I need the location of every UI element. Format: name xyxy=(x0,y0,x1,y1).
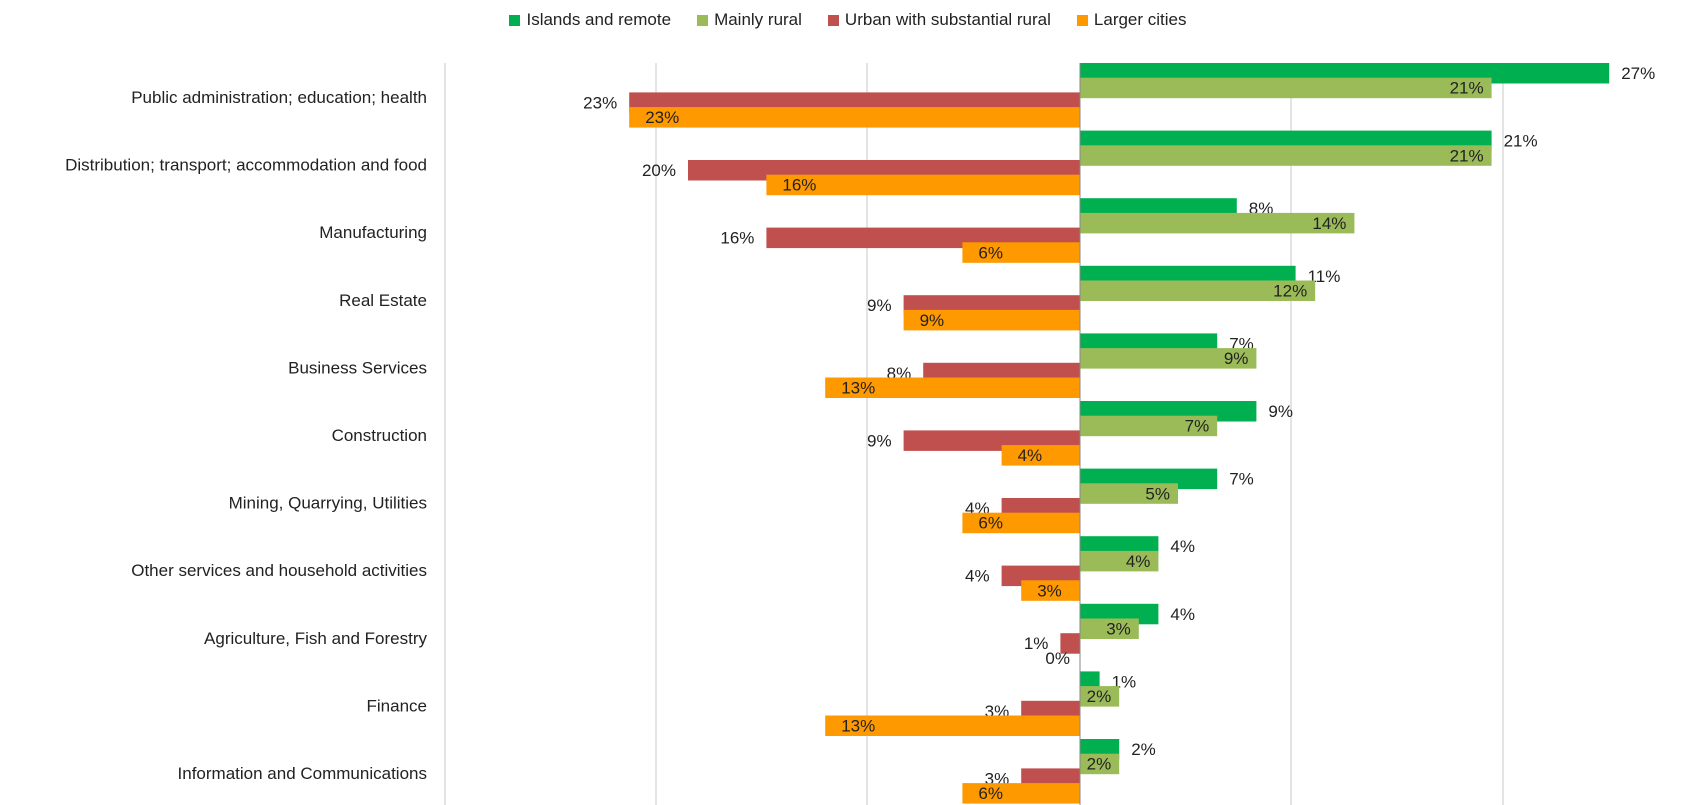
data-label-mainly-rural-3: 12% xyxy=(1273,282,1307,301)
bar-mainly-rural-8 xyxy=(1080,618,1139,639)
data-label-islands-and-remote-10: 2% xyxy=(1131,740,1156,759)
data-label-larger-cities-8: 0% xyxy=(1045,649,1070,668)
data-label-larger-cities-10: 6% xyxy=(978,784,1003,803)
category-label-construction: Construction xyxy=(332,426,427,445)
bar-urban-with-substantial-rural-8 xyxy=(1060,633,1080,654)
data-label-larger-cities-2: 6% xyxy=(978,243,1003,262)
data-label-larger-cities-7: 3% xyxy=(1037,581,1062,600)
category-label-real-estate: Real Estate xyxy=(339,291,427,310)
legend-label-rural: Mainly rural xyxy=(714,10,802,29)
data-label-larger-cities-0: 23% xyxy=(645,108,679,127)
data-label-urban-with-substantial-rural-8: 1% xyxy=(1024,634,1049,653)
bar-mainly-rural-9 xyxy=(1080,686,1120,707)
legend-label-urban-rural: Urban with substantial rural xyxy=(844,10,1051,29)
category-label-finance: Finance xyxy=(367,696,427,715)
data-label-urban-with-substantial-rural-7: 4% xyxy=(965,567,990,586)
category-label-information-and-communications: Information and Communications xyxy=(178,764,427,783)
legend-swatch-urban-rural xyxy=(827,14,839,26)
legend: Islands and remote Mainly rural Urban wi… xyxy=(0,10,1696,30)
bar-larger-cities-4 xyxy=(825,377,1080,398)
data-label-mainly-rural-9: 2% xyxy=(1087,687,1112,706)
bar-larger-cities-5 xyxy=(1001,445,1080,466)
data-label-mainly-rural-0: 21% xyxy=(1450,79,1484,98)
legend-item-islands: Islands and remote xyxy=(509,10,671,30)
bar-larger-cities-9 xyxy=(825,715,1080,736)
data-label-larger-cities-9: 13% xyxy=(841,717,875,736)
data-label-mainly-rural-5: 7% xyxy=(1185,417,1210,436)
bar-larger-cities-0 xyxy=(629,107,1080,128)
data-label-mainly-rural-6: 5% xyxy=(1145,484,1170,503)
data-label-urban-with-substantial-rural-1: 20% xyxy=(642,161,676,180)
legend-label-islands: Islands and remote xyxy=(526,10,672,29)
bar-mainly-rural-3 xyxy=(1080,280,1316,301)
data-label-mainly-rural-2: 14% xyxy=(1312,214,1346,233)
data-label-larger-cities-1: 16% xyxy=(782,176,816,195)
bar-mainly-rural-10 xyxy=(1080,753,1120,775)
bar-mainly-rural-2 xyxy=(1080,212,1355,234)
category-label-public-administration-education-health: Public administration; education; health xyxy=(131,88,427,107)
category-label-other-services-and-household-activities: Other services and household activities xyxy=(131,561,427,580)
data-label-islands-and-remote-3: 11% xyxy=(1308,267,1341,286)
data-label-larger-cities-3: 9% xyxy=(920,311,945,330)
data-label-urban-with-substantial-rural-3: 9% xyxy=(867,296,892,315)
category-label-manufacturing: Manufacturing xyxy=(319,223,427,242)
bar-larger-cities-6 xyxy=(962,512,1080,534)
bar-larger-cities-1 xyxy=(766,174,1080,196)
data-label-urban-with-substantial-rural-5: 9% xyxy=(867,431,892,450)
data-label-mainly-rural-4: 9% xyxy=(1224,349,1249,368)
category-label-distribution-transport-accommodation-and-food: Distribution; transport; accommodation a… xyxy=(65,156,427,175)
data-label-larger-cities-5: 4% xyxy=(1018,446,1043,465)
data-label-urban-with-substantial-rural-0: 23% xyxy=(583,93,617,112)
bar-mainly-rural-4 xyxy=(1080,348,1257,369)
data-label-mainly-rural-7: 4% xyxy=(1126,552,1151,571)
data-label-larger-cities-6: 6% xyxy=(978,514,1003,533)
legend-label-cities: Larger cities xyxy=(1093,10,1187,29)
data-label-larger-cities-4: 13% xyxy=(841,379,875,398)
data-label-islands-and-remote-0: 27% xyxy=(1621,64,1655,83)
data-label-islands-and-remote-8: 4% xyxy=(1170,605,1195,624)
data-label-islands-and-remote-1: 21% xyxy=(1504,132,1538,151)
data-label-islands-and-remote-6: 7% xyxy=(1229,470,1254,489)
legend-swatch-cities xyxy=(1076,14,1088,26)
bar-larger-cities-3 xyxy=(903,309,1080,331)
data-label-mainly-rural-10: 2% xyxy=(1087,755,1112,774)
bar-mainly-rural-1 xyxy=(1080,145,1492,166)
bar-mainly-rural-0 xyxy=(1080,77,1492,99)
legend-item-urban-rural: Urban with substantial rural xyxy=(827,10,1051,30)
legend-swatch-islands xyxy=(509,14,521,26)
bar-mainly-rural-5 xyxy=(1080,415,1218,437)
data-label-islands-and-remote-5: 9% xyxy=(1268,402,1293,421)
legend-swatch-rural xyxy=(697,14,709,26)
data-label-islands-and-remote-7: 4% xyxy=(1170,537,1195,556)
category-label-agriculture-fish-and-forestry: Agriculture, Fish and Forestry xyxy=(204,629,427,648)
legend-item-rural: Mainly rural xyxy=(697,10,802,30)
data-label-urban-with-substantial-rural-2: 16% xyxy=(720,229,754,248)
bar-larger-cities-7 xyxy=(1021,580,1080,601)
bar-mainly-rural-6 xyxy=(1080,483,1178,504)
data-label-mainly-rural-8: 3% xyxy=(1106,620,1131,639)
legend-item-cities: Larger cities xyxy=(1076,10,1187,30)
data-label-mainly-rural-1: 21% xyxy=(1450,146,1484,165)
category-label-mining-quarrying-utilities: Mining, Quarrying, Utilities xyxy=(229,494,427,513)
bar-larger-cities-2 xyxy=(962,242,1080,263)
bar-mainly-rural-7 xyxy=(1080,550,1159,572)
category-label-business-services: Business Services xyxy=(288,358,427,377)
bar-larger-cities-10 xyxy=(962,783,1080,804)
